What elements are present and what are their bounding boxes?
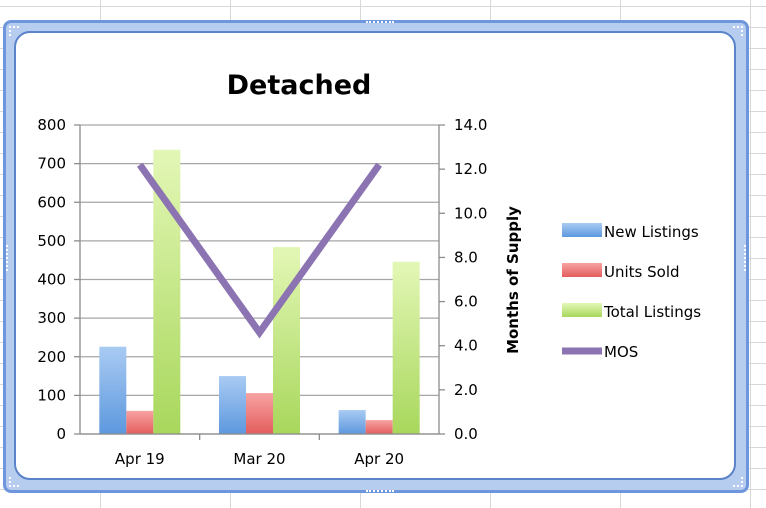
left-tick-label: 0 xyxy=(56,425,66,443)
legend-swatch-total-listings xyxy=(562,303,602,317)
resize-handle-right-center[interactable] xyxy=(740,245,746,271)
right-tick-label: 4.0 xyxy=(454,337,478,355)
right-tick-label: 2.0 xyxy=(454,381,478,399)
right-tick-label: 6.0 xyxy=(454,293,478,311)
resize-handle-bottom-center[interactable] xyxy=(366,486,394,492)
right-tick-label: 0.0 xyxy=(454,425,478,443)
bar-total-listings-mar-20 xyxy=(273,247,300,434)
resize-handle-bottom-left[interactable] xyxy=(9,477,19,487)
legend-label-mos: MOS xyxy=(604,343,638,361)
bar-new-listings-mar-20 xyxy=(219,376,246,434)
left-tick-label: 700 xyxy=(37,155,66,173)
legend-label-units-sold: Units Sold xyxy=(604,263,680,281)
left-tick-label: 100 xyxy=(37,386,66,404)
bar-total-listings-apr-20 xyxy=(392,261,420,434)
legend-label-total-listings: Total Listings xyxy=(603,303,701,321)
bar-units-sold-mar-20 xyxy=(246,393,273,434)
left-tick-label: 300 xyxy=(37,309,66,327)
resize-handle-left-center[interactable] xyxy=(6,245,12,271)
bar-units-sold-apr-19 xyxy=(126,410,154,434)
left-tick-label: 600 xyxy=(37,193,66,211)
left-tick-label: 400 xyxy=(37,271,66,289)
bar-units-sold-apr-20 xyxy=(365,420,393,434)
x-tick-label-apr-19: Apr 19 xyxy=(115,450,165,468)
left-tick-label: 200 xyxy=(37,348,66,366)
resize-handle-top-center[interactable] xyxy=(366,21,394,27)
right-axis-title: Months of Supply xyxy=(504,206,522,354)
right-tick-label: 8.0 xyxy=(454,248,478,266)
left-tick-label: 800 xyxy=(37,116,66,134)
chart-area[interactable]: Detached 0 100 200 300 400 500 600 700 800 0.0 2.0… xyxy=(14,31,736,480)
right-tick-label: 14.0 xyxy=(454,116,487,134)
bar-new-listings-apr-20 xyxy=(338,410,366,434)
legend-label-new-listings: New Listings xyxy=(604,223,699,241)
resize-handle-top-right[interactable] xyxy=(733,26,743,36)
x-tick-label-apr-20: Apr 20 xyxy=(354,450,404,468)
detached-chart: Detached 0 100 200 300 400 500 600 700 800 0.0 2.0… xyxy=(37,70,701,468)
legend-swatch-new-listings xyxy=(562,223,602,237)
right-tick-label: 10.0 xyxy=(454,204,487,222)
right-tick-label: 12.0 xyxy=(454,160,487,178)
left-tick-label: 500 xyxy=(37,232,66,250)
x-tick-label-mar-20: Mar 20 xyxy=(233,450,285,468)
resize-handle-bottom-right[interactable] xyxy=(733,477,743,487)
legend-swatch-units-sold xyxy=(562,263,602,277)
bar-new-listings-apr-19 xyxy=(99,346,127,434)
chart-title: Detached xyxy=(227,70,372,101)
resize-handle-top-left[interactable] xyxy=(9,26,19,36)
